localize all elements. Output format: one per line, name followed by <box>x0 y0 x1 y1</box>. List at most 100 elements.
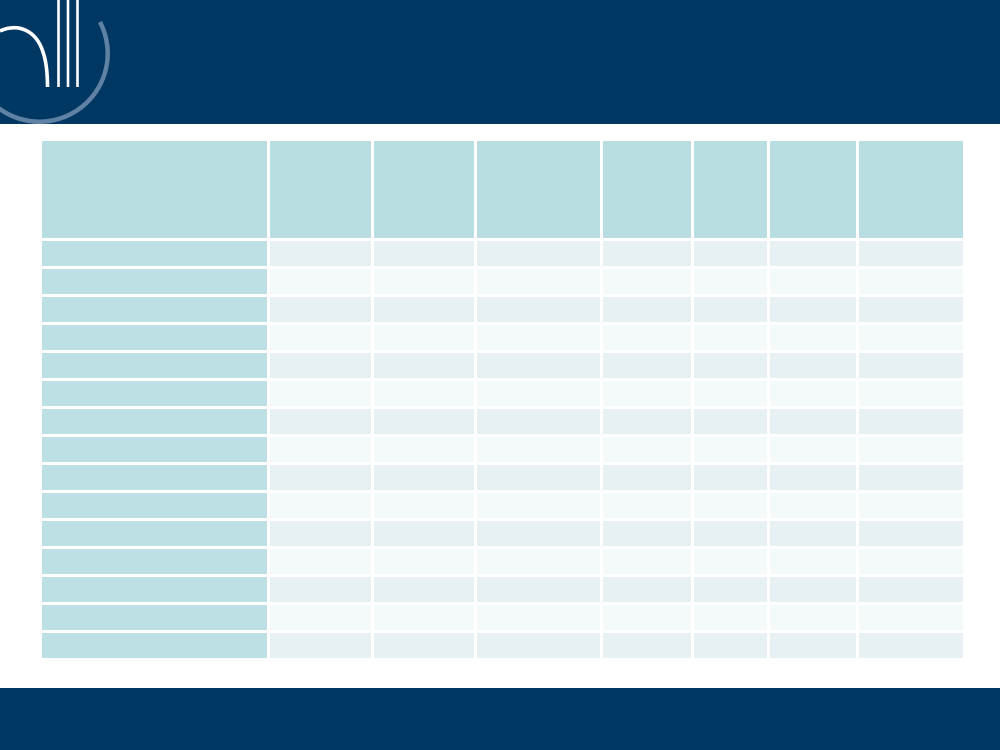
top-banner <box>0 0 1000 124</box>
table-cell <box>694 521 767 546</box>
table-cell <box>477 269 600 294</box>
table-cell <box>477 353 600 378</box>
table-row <box>42 633 963 658</box>
table-cell <box>477 493 600 518</box>
table-cell <box>770 269 856 294</box>
table-cell <box>270 409 371 434</box>
table-cell <box>859 409 963 434</box>
table-cell <box>859 521 963 546</box>
table-cell <box>859 605 963 630</box>
table-cell <box>270 241 371 266</box>
table-cell <box>859 325 963 350</box>
row-header-cell <box>42 493 267 518</box>
table-cell <box>603 353 691 378</box>
table-cell <box>694 493 767 518</box>
table-cell <box>770 353 856 378</box>
table-cell <box>603 605 691 630</box>
row-header-cell <box>42 241 267 266</box>
table-cell <box>770 409 856 434</box>
row-header-cell <box>42 381 267 406</box>
table-row <box>42 241 963 266</box>
table-cell <box>603 549 691 574</box>
table-cell <box>477 549 600 574</box>
logo-arc <box>0 20 110 124</box>
table-cell <box>694 549 767 574</box>
table-row <box>42 521 963 546</box>
table-cell <box>603 381 691 406</box>
table-cell <box>603 465 691 490</box>
logo-strings <box>57 0 79 87</box>
table-row <box>42 409 963 434</box>
table-cell <box>374 605 474 630</box>
table-cell <box>374 521 474 546</box>
table-row <box>42 269 963 294</box>
table-cell <box>603 325 691 350</box>
table-cell <box>477 521 600 546</box>
table-cell <box>270 353 371 378</box>
table-cell <box>374 241 474 266</box>
table-row <box>42 549 963 574</box>
table-cell <box>770 325 856 350</box>
table-cell <box>694 269 767 294</box>
table-cell <box>770 241 856 266</box>
row-header-cell <box>42 465 267 490</box>
table-header-cell-7 <box>770 141 856 238</box>
row-header-cell <box>42 325 267 350</box>
table-cell <box>477 577 600 602</box>
table-cell <box>859 381 963 406</box>
table-cell <box>770 577 856 602</box>
table-cell <box>477 381 600 406</box>
library-logo <box>0 0 110 124</box>
table-cell <box>694 241 767 266</box>
table-cell <box>270 269 371 294</box>
table-cell <box>477 437 600 462</box>
table-cell <box>270 605 371 630</box>
table-cell <box>694 409 767 434</box>
table-cell <box>859 577 963 602</box>
row-header-cell <box>42 353 267 378</box>
table-cell <box>374 381 474 406</box>
table-cell <box>270 549 371 574</box>
table-cell <box>770 465 856 490</box>
table-cell <box>859 465 963 490</box>
table-cell <box>694 381 767 406</box>
table-cell <box>270 633 371 658</box>
table-cell <box>694 353 767 378</box>
table-header-cell-8 <box>859 141 963 238</box>
table-cell <box>374 577 474 602</box>
table-cell <box>770 521 856 546</box>
table-row <box>42 605 963 630</box>
table-header-cell-3 <box>374 141 474 238</box>
slide-table <box>39 138 966 661</box>
table-cell <box>859 297 963 322</box>
table-header-cell-4 <box>477 141 600 238</box>
table-cell <box>603 409 691 434</box>
table-cell <box>477 409 600 434</box>
table-cell <box>770 297 856 322</box>
table-row <box>42 437 963 462</box>
table-cell <box>374 297 474 322</box>
table-cell <box>270 577 371 602</box>
table-row <box>42 297 963 322</box>
table-cell <box>477 325 600 350</box>
table-cell <box>270 493 371 518</box>
table-cell <box>694 605 767 630</box>
table-cell <box>477 241 600 266</box>
table-cell <box>694 325 767 350</box>
table-row <box>42 465 963 490</box>
table-cell <box>770 437 856 462</box>
table-cell <box>770 381 856 406</box>
table-cell <box>603 493 691 518</box>
table-header-row <box>42 141 963 238</box>
table-cell <box>477 633 600 658</box>
table-row <box>42 353 963 378</box>
row-header-cell <box>42 521 267 546</box>
table-cell <box>374 633 474 658</box>
table-cell <box>770 633 856 658</box>
bottom-bar <box>0 688 1000 750</box>
table-row <box>42 381 963 406</box>
table-cell <box>374 353 474 378</box>
table-cell <box>374 409 474 434</box>
table-cell <box>603 297 691 322</box>
